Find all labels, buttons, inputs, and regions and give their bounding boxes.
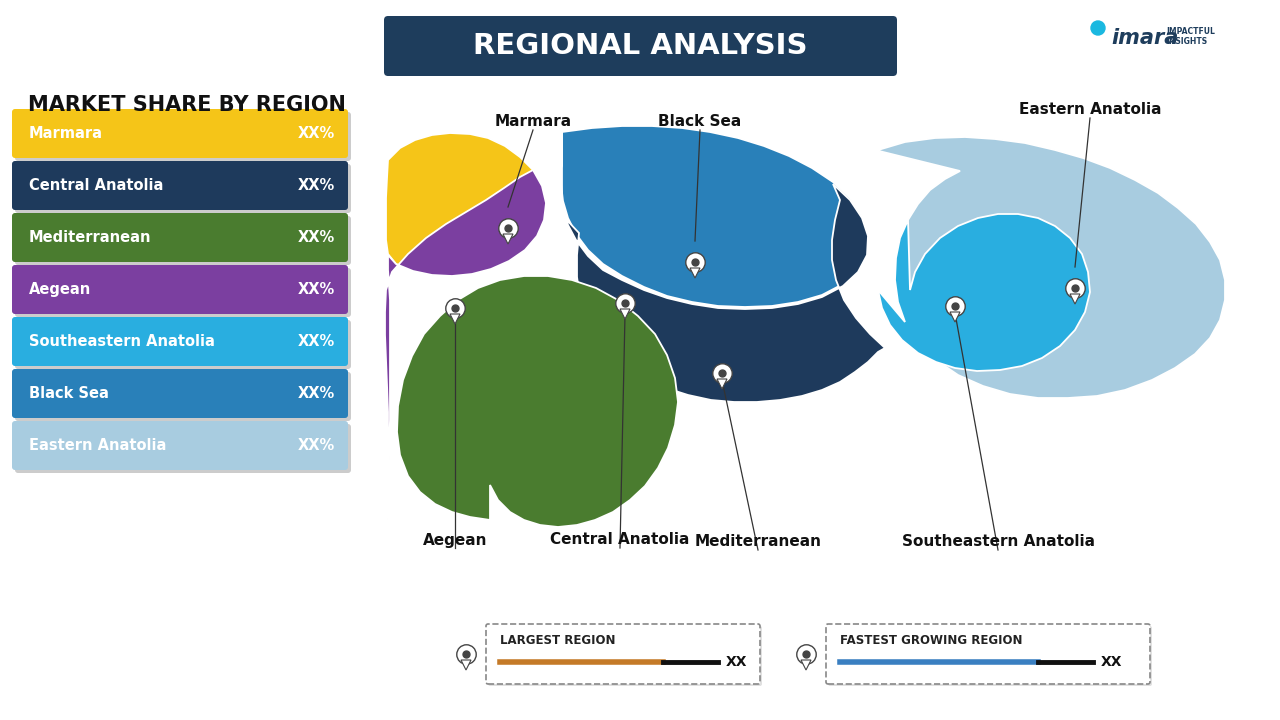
Polygon shape	[387, 133, 547, 276]
Text: Central Anatolia: Central Anatolia	[550, 533, 690, 547]
FancyBboxPatch shape	[826, 624, 1149, 684]
Polygon shape	[1070, 294, 1080, 304]
Text: Southeastern Anatolia: Southeastern Anatolia	[901, 534, 1094, 549]
Text: LARGEST REGION: LARGEST REGION	[500, 634, 616, 647]
FancyBboxPatch shape	[12, 421, 348, 470]
Text: XX%: XX%	[298, 230, 335, 245]
Polygon shape	[503, 234, 513, 244]
Text: XX%: XX%	[298, 126, 335, 141]
Polygon shape	[620, 309, 630, 319]
Polygon shape	[801, 660, 812, 670]
Polygon shape	[561, 132, 884, 402]
FancyBboxPatch shape	[828, 626, 1152, 686]
Text: MARKET SHARE BY REGION: MARKET SHARE BY REGION	[28, 95, 346, 115]
Text: FASTEST GROWING REGION: FASTEST GROWING REGION	[840, 634, 1023, 647]
Text: Marmara: Marmara	[494, 114, 572, 130]
FancyBboxPatch shape	[384, 16, 897, 76]
Polygon shape	[717, 379, 727, 389]
Text: imara: imara	[1111, 28, 1179, 48]
Text: XX%: XX%	[298, 334, 335, 349]
Polygon shape	[385, 170, 547, 520]
FancyBboxPatch shape	[486, 624, 760, 684]
FancyBboxPatch shape	[12, 317, 348, 366]
Polygon shape	[397, 276, 678, 527]
Text: REGIONAL ANALYSIS: REGIONAL ANALYSIS	[472, 32, 808, 60]
Polygon shape	[690, 268, 700, 278]
Text: Black Sea: Black Sea	[29, 386, 109, 401]
FancyBboxPatch shape	[12, 213, 348, 262]
FancyBboxPatch shape	[12, 161, 348, 210]
Polygon shape	[561, 126, 868, 307]
Text: Mediterranean: Mediterranean	[695, 534, 822, 549]
Text: XX: XX	[1101, 655, 1123, 669]
FancyBboxPatch shape	[15, 424, 351, 473]
Circle shape	[1091, 21, 1105, 35]
FancyBboxPatch shape	[15, 268, 351, 317]
FancyBboxPatch shape	[15, 372, 351, 421]
Polygon shape	[461, 660, 471, 670]
Polygon shape	[950, 312, 960, 322]
Polygon shape	[878, 214, 1091, 371]
FancyBboxPatch shape	[488, 626, 762, 686]
Text: XX%: XX%	[298, 386, 335, 401]
Text: Eastern Anatolia: Eastern Anatolia	[29, 438, 166, 453]
FancyBboxPatch shape	[15, 164, 351, 213]
Text: Aegean: Aegean	[422, 533, 488, 547]
Text: XX%: XX%	[298, 438, 335, 453]
Text: INSIGHTS: INSIGHTS	[1166, 37, 1207, 47]
Text: Marmara: Marmara	[29, 126, 102, 141]
Text: Southeastern Anatolia: Southeastern Anatolia	[29, 334, 215, 349]
Text: XX: XX	[726, 655, 748, 669]
Text: Eastern Anatolia: Eastern Anatolia	[1019, 102, 1161, 117]
Text: Aegean: Aegean	[29, 282, 91, 297]
Text: Central Anatolia: Central Anatolia	[29, 178, 164, 193]
FancyBboxPatch shape	[15, 216, 351, 265]
FancyBboxPatch shape	[15, 320, 351, 369]
Text: XX%: XX%	[298, 178, 335, 193]
FancyBboxPatch shape	[12, 369, 348, 418]
Polygon shape	[451, 314, 460, 324]
FancyBboxPatch shape	[15, 112, 351, 161]
FancyBboxPatch shape	[12, 109, 348, 158]
FancyBboxPatch shape	[12, 265, 348, 314]
Text: XX%: XX%	[298, 282, 335, 297]
Text: Black Sea: Black Sea	[658, 114, 741, 130]
Text: IMPACTFUL: IMPACTFUL	[1166, 27, 1215, 37]
Text: Mediterranean: Mediterranean	[29, 230, 151, 245]
Polygon shape	[876, 137, 1225, 398]
